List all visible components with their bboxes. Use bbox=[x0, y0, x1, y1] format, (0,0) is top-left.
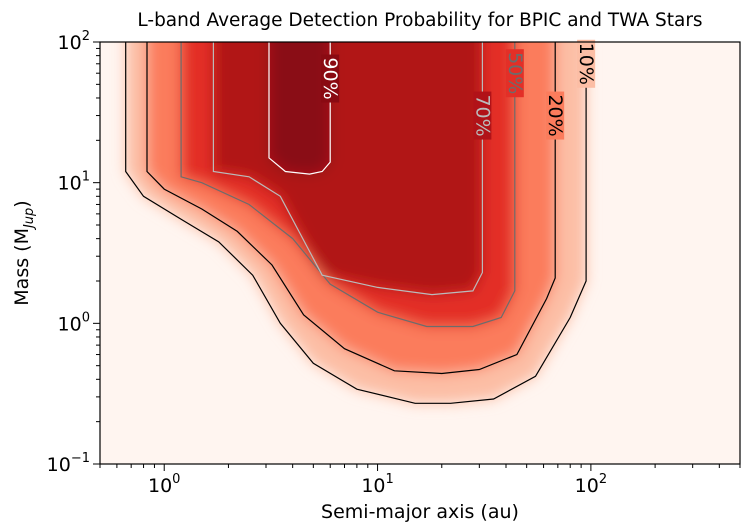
contour-label: 50% bbox=[504, 52, 526, 94]
contour-label-gap bbox=[577, 39, 596, 88]
y-tick-label: 101 bbox=[58, 170, 90, 195]
y-tick-label: 102 bbox=[58, 29, 90, 54]
contour-label: 90% bbox=[319, 57, 341, 99]
contour-label-gap bbox=[321, 54, 340, 103]
plot-frame bbox=[99, 41, 741, 465]
contour-line bbox=[212, 42, 483, 296]
contour-label-gap bbox=[505, 49, 524, 98]
x-tick-label: 101 bbox=[361, 472, 393, 497]
x-axis: 100 101 102 bbox=[99, 464, 741, 497]
contour-lines bbox=[125, 42, 587, 404]
y-tick-label: 100 bbox=[58, 310, 90, 335]
x-tick-label: 102 bbox=[575, 472, 607, 497]
y-tick-label: 10−1 bbox=[47, 451, 90, 476]
x-tick-label: 100 bbox=[148, 472, 180, 497]
contour-label: 10% bbox=[575, 43, 597, 85]
y-axis-label: Mass (MJup) bbox=[11, 200, 37, 305]
contour-label: 70% bbox=[471, 94, 493, 136]
contour-labels: 10% 20% 50% 70% 90% bbox=[319, 39, 597, 140]
contour-label-gap bbox=[546, 91, 565, 140]
y-axis: 10−1 100 101 102 bbox=[47, 29, 100, 476]
heatmap-band bbox=[269, 42, 331, 175]
contour-line bbox=[146, 42, 556, 375]
contour-line bbox=[268, 42, 331, 175]
contour-label-gap bbox=[473, 91, 492, 140]
x-axis-label: Semi-major axis (au) bbox=[321, 501, 519, 523]
contour-line bbox=[125, 42, 587, 404]
contour-label: 20% bbox=[544, 94, 566, 136]
chart-title: L-band Average Detection Probability for… bbox=[137, 10, 702, 31]
contour-line bbox=[180, 42, 516, 328]
probability-heatmap bbox=[125, 42, 587, 404]
